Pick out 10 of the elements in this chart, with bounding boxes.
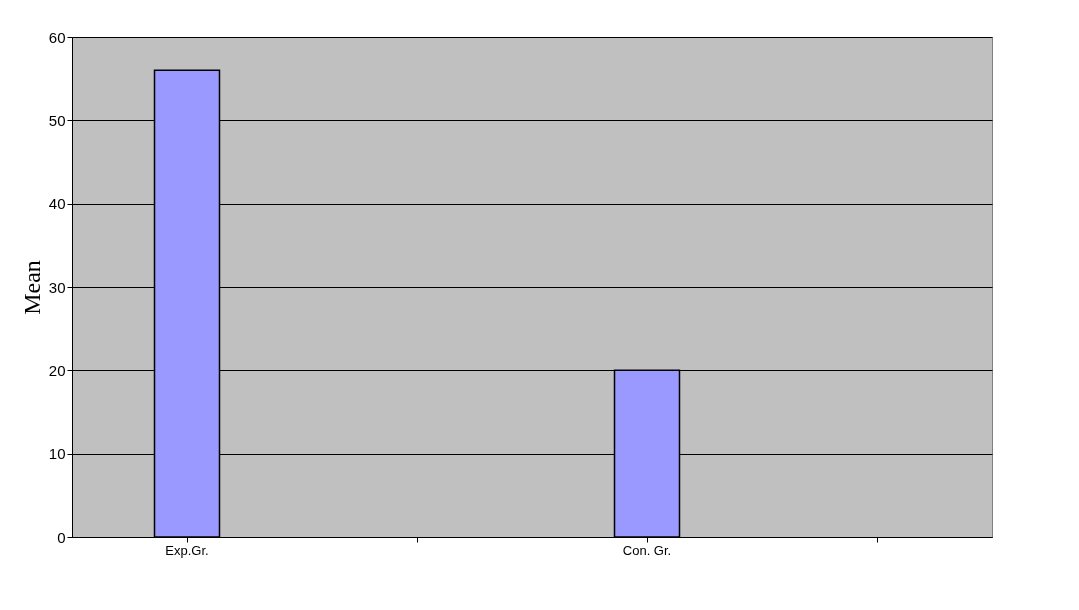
x-tick-label: Exp.Gr. (165, 542, 209, 558)
y-tick-label: 10 (48, 445, 66, 463)
y-tick-label: 50 (48, 111, 66, 129)
y-tick-label: 0 (57, 528, 66, 546)
y-tick-label: 20 (48, 361, 66, 379)
y-tick-label: 60 (48, 28, 66, 46)
y-tick-label: 40 (48, 195, 66, 213)
y-axis-title: Mean (18, 260, 45, 315)
x-tick-label: Con. Gr. (622, 542, 672, 558)
y-tick-label: 30 (48, 278, 66, 296)
